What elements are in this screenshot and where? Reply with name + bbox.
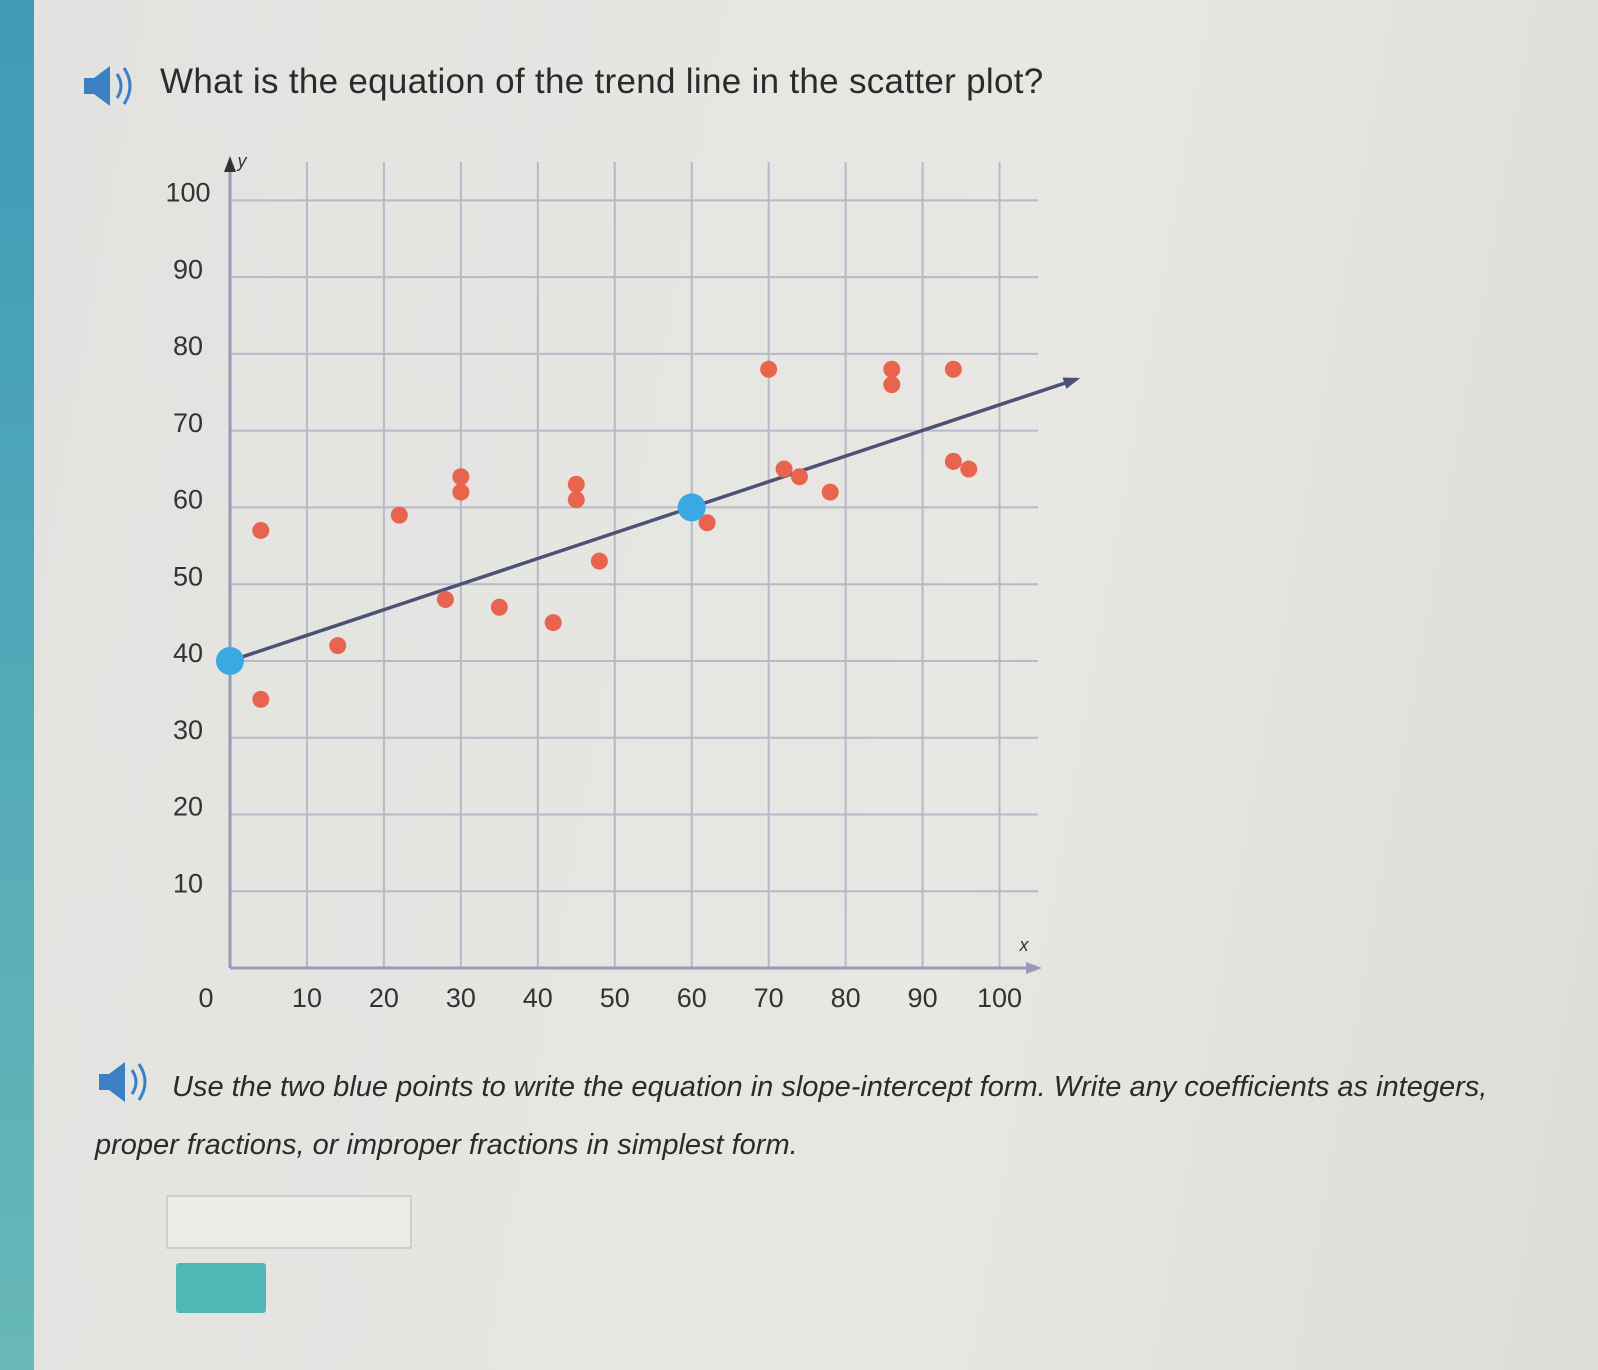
x-tick-label: 70 xyxy=(754,983,784,1013)
x-tick-label: 0 xyxy=(198,983,213,1013)
point xyxy=(790,468,808,486)
point xyxy=(821,483,839,501)
point xyxy=(883,376,901,394)
y-tick-label: 40 xyxy=(173,638,203,668)
point xyxy=(590,552,608,570)
y-arrow xyxy=(224,156,236,172)
x-tick-label: 10 xyxy=(292,983,322,1013)
x-tick-label: 40 xyxy=(523,983,553,1013)
x-tick-label: 90 xyxy=(908,983,938,1013)
scatter-plot: 0 10 20 30 40 50 60 70 80 90 100 10 20 30 40 50 60 70 80 90… xyxy=(165,151,1081,1013)
point xyxy=(944,452,962,470)
point xyxy=(436,591,454,609)
y-tick-label: 10 xyxy=(173,868,203,898)
x-tick-label: 100 xyxy=(977,983,1022,1013)
side-strip xyxy=(0,0,34,1370)
instruction: Use the two blue points to write the equ… xyxy=(95,1071,1488,1161)
trend-arrow xyxy=(1062,377,1081,389)
point xyxy=(452,468,470,486)
point xyxy=(567,475,585,493)
x-tick-label: 30 xyxy=(446,983,476,1013)
point xyxy=(960,460,978,478)
speaker-icon[interactable] xyxy=(95,1058,155,1108)
point xyxy=(490,598,508,616)
x-tick-label: 20 xyxy=(369,983,399,1013)
y-tick-label: 80 xyxy=(173,331,203,361)
x-arrow xyxy=(1026,962,1042,974)
speaker-icon[interactable] xyxy=(80,62,140,112)
x-tick-label: 60 xyxy=(677,983,707,1013)
point xyxy=(544,614,562,632)
point xyxy=(567,491,585,509)
question: What is the equation of the trend line i… xyxy=(160,62,1044,101)
point xyxy=(329,637,347,655)
point xyxy=(252,521,270,539)
submit-button[interactable] xyxy=(176,1263,266,1313)
x-tick-label: 50 xyxy=(600,983,630,1013)
x-tick-label: 80 xyxy=(831,983,861,1013)
y-tick-label: 30 xyxy=(173,715,203,745)
trend-line xyxy=(229,377,1078,663)
y-axis-label: y xyxy=(236,151,248,171)
y-tick-label: 100 xyxy=(165,178,210,208)
point xyxy=(452,483,470,501)
x-axis-label: x xyxy=(1019,935,1030,955)
point xyxy=(944,360,962,378)
y-tick-label: 60 xyxy=(173,485,203,515)
point xyxy=(698,514,716,532)
blue-point xyxy=(216,646,244,675)
y-tick-label: 50 xyxy=(173,561,203,591)
point xyxy=(760,360,778,378)
point xyxy=(775,460,793,478)
point xyxy=(883,360,901,378)
y-tick-label: 90 xyxy=(173,254,203,284)
answer-input[interactable] xyxy=(166,1195,412,1249)
blue-point xyxy=(677,493,706,522)
point xyxy=(390,506,408,524)
y-tick-label: 20 xyxy=(173,792,203,822)
y-tick-label: 70 xyxy=(173,408,203,438)
point xyxy=(252,690,270,708)
